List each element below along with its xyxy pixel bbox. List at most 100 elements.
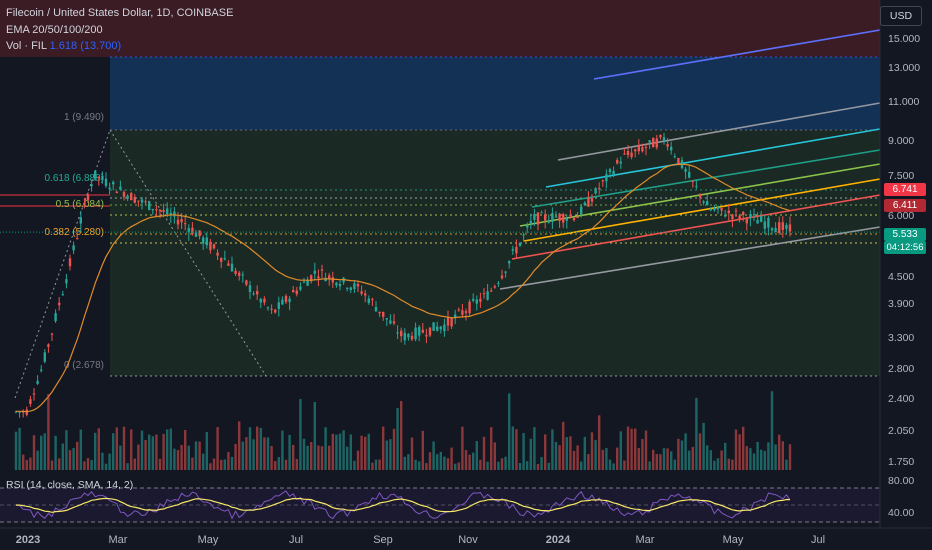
volume-bar [392, 428, 396, 470]
candle-body [374, 306, 378, 312]
volume-bar [464, 450, 468, 470]
candle-body [32, 393, 36, 395]
candle-body [590, 198, 594, 202]
volume-bar [763, 450, 766, 470]
rsi-indicator-label[interactable]: RSI (14, close, SMA, 14, 2) [6, 479, 134, 491]
candle-body [504, 271, 507, 273]
volume-bar [234, 443, 237, 470]
candle-body [40, 369, 43, 371]
candle-body [212, 244, 216, 249]
candle-body [270, 308, 273, 310]
volume-bar [727, 458, 730, 470]
volume-bar [562, 421, 565, 470]
volume-bar [119, 445, 122, 470]
volume-bar [18, 427, 21, 470]
candle-body [173, 211, 176, 217]
volume-bar [328, 445, 331, 470]
volume-bar [637, 448, 640, 470]
volume-bar [83, 461, 86, 470]
time-axis-label: Nov [458, 534, 478, 546]
candle-body [536, 212, 540, 225]
candle-body [158, 209, 162, 212]
candle-body [508, 260, 511, 264]
candle-body [551, 213, 554, 222]
candle-body [673, 156, 676, 158]
ema-indicator-label[interactable]: EMA 20/50/100/200 [6, 24, 103, 36]
candle-body [533, 214, 536, 220]
volume-bar [418, 461, 421, 470]
volume-bar [180, 444, 183, 470]
candle-body [497, 283, 500, 285]
candle-body [702, 201, 705, 203]
price-axis-label: 2.800 [888, 363, 914, 375]
volume-bar [695, 397, 698, 470]
candle-body [241, 274, 244, 276]
candle-body [634, 149, 637, 152]
candle-body [184, 223, 187, 225]
volume-bar [288, 434, 291, 470]
volume-bar [115, 427, 118, 470]
volume-indicator-label[interactable]: Vol · FIL 1.618 (13.700) [6, 40, 122, 52]
candle-body [616, 160, 619, 164]
volume-bar [634, 428, 637, 470]
volume-bar [313, 402, 316, 470]
candle-body [446, 317, 450, 326]
volume-bar [130, 429, 133, 470]
volume-bar [457, 462, 460, 470]
candle-body [644, 146, 648, 148]
volume-bar [554, 441, 558, 470]
volume-bar [716, 458, 720, 470]
volume-bar [565, 437, 568, 470]
time-axis-label: 2024 [546, 534, 571, 546]
volume-bar [86, 458, 90, 470]
currency-button[interactable]: USD [880, 6, 922, 26]
candle-body [216, 252, 219, 256]
channel-line [593, 29, 881, 80]
candle-body [220, 257, 223, 262]
candle-body [767, 217, 770, 228]
candle-body [169, 212, 172, 216]
candle-body [691, 180, 694, 182]
candle-body [94, 170, 97, 179]
volume-bar [590, 432, 594, 470]
volume-bar [511, 426, 514, 470]
volume-bar [428, 452, 432, 470]
volume-bar [295, 458, 298, 470]
volume-bar [306, 445, 309, 470]
volume-bar [540, 457, 543, 470]
volume-bar [414, 459, 417, 470]
volume-bar [155, 434, 158, 470]
candle-body [18, 411, 21, 413]
volume-bar [644, 430, 648, 470]
candle-body [457, 309, 460, 311]
candle-body [346, 288, 349, 290]
volume-bar [353, 460, 356, 470]
channel-line [531, 149, 881, 208]
volume-bar [331, 433, 334, 470]
candle-body [608, 169, 612, 173]
candle-body [364, 293, 367, 296]
candle-body [720, 208, 723, 211]
candle-body [122, 192, 126, 197]
volume-bar [32, 435, 36, 470]
volume-bar [612, 463, 615, 470]
volume-bar [493, 442, 496, 470]
volume-bar [252, 439, 255, 470]
candle-body [526, 225, 529, 228]
volume-bar [619, 431, 622, 470]
volume-bar [212, 458, 216, 470]
price-tag-mid: 6.411 [884, 199, 926, 212]
candle-body [61, 294, 64, 296]
candle-body [137, 200, 140, 202]
volume-bar [436, 454, 439, 470]
volume-bar [652, 449, 655, 470]
volume-bar [403, 456, 406, 470]
candle-body [637, 145, 640, 152]
candle-body [547, 221, 550, 223]
volume-bar [209, 463, 212, 470]
volume-bar [443, 456, 446, 470]
fib-label: 0.5 (6.084) [56, 199, 104, 210]
volume-bar [770, 391, 774, 470]
price-axis-label: 11.000 [888, 96, 919, 108]
